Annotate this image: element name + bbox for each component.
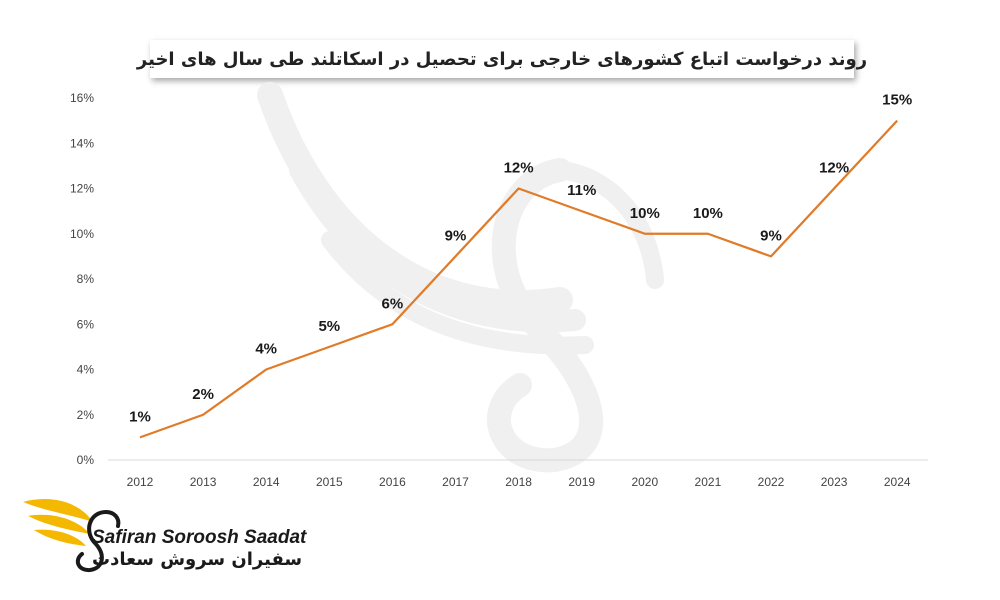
data-label: 1% (129, 408, 151, 425)
x-tick-label: 2024 (884, 475, 911, 489)
data-label: 4% (255, 341, 277, 358)
data-label: 9% (760, 227, 782, 244)
y-axis: 0% 2% 4% 6% 8% 10% 12% 14% 16% (70, 91, 94, 467)
x-tick-label: 2022 (758, 475, 785, 489)
y-tick-label: 16% (70, 91, 94, 105)
series-line (139, 119, 899, 439)
data-label: 10% (693, 205, 723, 222)
data-labels: 1% 2% 4% 5% 6% 9% 12% 11% 10% 10% 9% 12% 15% (129, 92, 912, 426)
x-tick-label: 2014 (253, 475, 280, 489)
x-tick-label: 2023 (821, 475, 848, 489)
winged-bird-logo-icon (23, 499, 121, 573)
y-tick-label: 6% (77, 317, 95, 331)
y-tick-label: 14% (70, 136, 94, 150)
y-tick-label: 2% (77, 408, 95, 422)
y-tick-label: 8% (77, 272, 95, 286)
data-label: 2% (192, 386, 214, 403)
brand-name-persian: سفیران سروش سعادت (92, 549, 303, 570)
watermark-swan-icon (257, 82, 664, 473)
x-tick-label: 2012 (127, 475, 154, 489)
brand-name-english: Safiran Soroosh Saadat (92, 527, 307, 548)
y-tick-label: 12% (70, 182, 94, 196)
x-tick-label: 2021 (695, 475, 722, 489)
x-tick-label: 2017 (442, 475, 469, 489)
data-label: 6% (382, 295, 404, 312)
x-tick-label: 2016 (379, 475, 406, 489)
series-line-group (139, 119, 899, 439)
x-tick-label: 2018 (505, 475, 532, 489)
chart-title: روند درخواست اتباع کشورهای خارجی برای تح… (136, 48, 868, 70)
data-label: 9% (445, 227, 467, 244)
data-label: 10% (630, 205, 660, 222)
data-label: 12% (504, 160, 534, 177)
x-axis: 2012 2013 2014 2015 2016 2017 2018 2019 2020 2021… (108, 459, 928, 489)
data-label: 5% (318, 318, 340, 335)
x-tick-label: 2013 (190, 475, 217, 489)
x-tick-label: 2020 (631, 475, 658, 489)
data-label: 12% (819, 160, 849, 177)
x-tick-label: 2019 (568, 475, 595, 489)
y-tick-label: 10% (70, 227, 94, 241)
x-tick-label: 2015 (316, 475, 343, 489)
data-label: 11% (567, 182, 596, 199)
y-tick-label: 0% (77, 453, 95, 467)
chart-title-box: روند درخواست اتباع کشورهای خارجی برای تح… (137, 40, 867, 78)
data-label: 15% (882, 92, 912, 109)
y-tick-label: 4% (77, 363, 95, 377)
